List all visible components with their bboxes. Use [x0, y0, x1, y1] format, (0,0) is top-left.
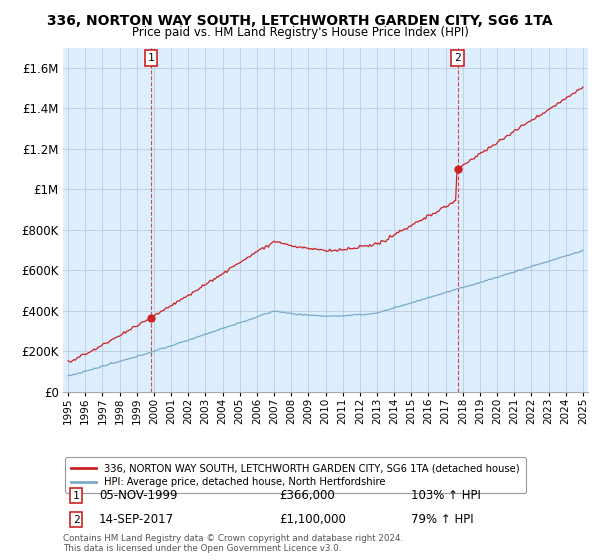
Legend: 336, NORTON WAY SOUTH, LETCHWORTH GARDEN CITY, SG6 1TA (detached house), HPI: Av: 336, NORTON WAY SOUTH, LETCHWORTH GARDEN…: [65, 458, 526, 493]
Text: 2: 2: [454, 53, 461, 63]
Text: 14-SEP-2017: 14-SEP-2017: [99, 513, 174, 526]
Text: 336, NORTON WAY SOUTH, LETCHWORTH GARDEN CITY, SG6 1TA: 336, NORTON WAY SOUTH, LETCHWORTH GARDEN…: [47, 14, 553, 28]
Text: Contains HM Land Registry data © Crown copyright and database right 2024.
This d: Contains HM Land Registry data © Crown c…: [63, 534, 403, 553]
Text: 79% ↑ HPI: 79% ↑ HPI: [411, 513, 473, 526]
Text: £366,000: £366,000: [279, 489, 335, 502]
Text: 2: 2: [73, 515, 80, 525]
Text: 05-NOV-1999: 05-NOV-1999: [99, 489, 178, 502]
Text: £1,100,000: £1,100,000: [279, 513, 346, 526]
Text: 1: 1: [73, 491, 80, 501]
Text: 1: 1: [148, 53, 154, 63]
Text: Price paid vs. HM Land Registry's House Price Index (HPI): Price paid vs. HM Land Registry's House …: [131, 26, 469, 39]
Text: 103% ↑ HPI: 103% ↑ HPI: [411, 489, 481, 502]
